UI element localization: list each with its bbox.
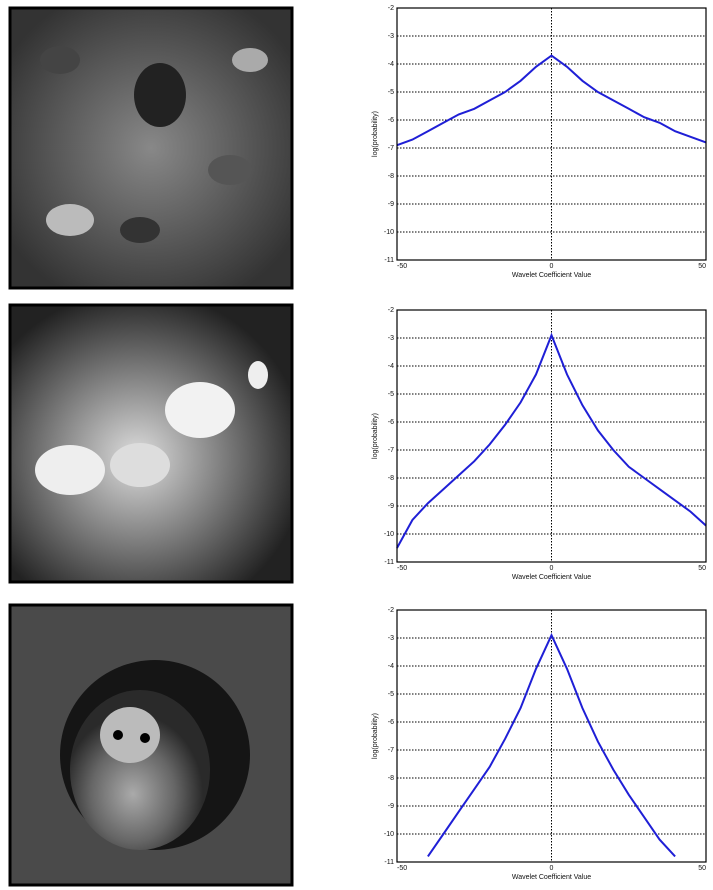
y-tick-label: -7	[388, 145, 394, 152]
y-tick-label: -11	[384, 859, 394, 866]
y-axis-label: log(probability)	[372, 413, 379, 459]
x-tick-label: -50	[397, 263, 407, 270]
data-line	[427, 632, 676, 858]
y-tick-label: -10	[384, 531, 394, 538]
y-tick-label: -5	[388, 89, 394, 96]
x-tick-label: 0	[550, 263, 554, 270]
photo-flowers	[8, 303, 294, 584]
y-tick-label: -8	[388, 475, 394, 482]
y-tick-label: -8	[388, 173, 394, 180]
x-tick-label: -50	[397, 865, 407, 872]
y-tick-label: -2	[388, 5, 394, 12]
photo-beans	[8, 6, 294, 290]
x-tick-label: 50	[698, 565, 706, 572]
y-tick-label: -4	[388, 363, 394, 370]
y-tick-label: -10	[384, 229, 394, 236]
data-line	[396, 54, 707, 147]
y-axis-label: log(probability)	[372, 713, 379, 759]
x-tick-label: 0	[550, 565, 554, 572]
x-axis-label: Wavelet Coefficient Value	[512, 272, 591, 279]
y-tick-label: -5	[388, 691, 394, 698]
y-tick-label: -5	[388, 391, 394, 398]
y-tick-label: -3	[388, 335, 394, 342]
plot-frame	[396, 609, 707, 863]
y-tick-label: -10	[384, 831, 394, 838]
y-axis-label: log(probability)	[372, 111, 379, 157]
y-tick-label: -6	[388, 419, 394, 426]
y-tick-label: -11	[384, 559, 394, 566]
plot-frame	[396, 7, 707, 261]
y-tick-label: -2	[388, 607, 394, 614]
y-tick-label: -9	[388, 803, 394, 810]
y-tick-label: -2	[388, 307, 394, 314]
plot-frame	[396, 309, 707, 563]
y-tick-label: -3	[388, 635, 394, 642]
y-tick-label: -9	[388, 201, 394, 208]
y-tick-label: -7	[388, 747, 394, 754]
x-axis-label: Wavelet Coefficient Value	[512, 874, 591, 881]
y-tick-label: -4	[388, 663, 394, 670]
x-axis-label: Wavelet Coefficient Value	[512, 574, 591, 581]
y-tick-label: -4	[388, 61, 394, 68]
y-tick-label: -3	[388, 33, 394, 40]
y-tick-label: -6	[388, 719, 394, 726]
x-tick-label: 50	[698, 865, 706, 872]
y-tick-label: -6	[388, 117, 394, 124]
x-tick-label: 0	[550, 865, 554, 872]
photo-owl	[8, 603, 294, 887]
y-tick-label: -11	[384, 257, 394, 264]
x-tick-label: 50	[698, 263, 706, 270]
y-tick-label: -8	[388, 775, 394, 782]
y-tick-label: -7	[388, 447, 394, 454]
y-tick-label: -9	[388, 503, 394, 510]
data-line	[396, 332, 707, 549]
x-tick-label: -50	[397, 565, 407, 572]
